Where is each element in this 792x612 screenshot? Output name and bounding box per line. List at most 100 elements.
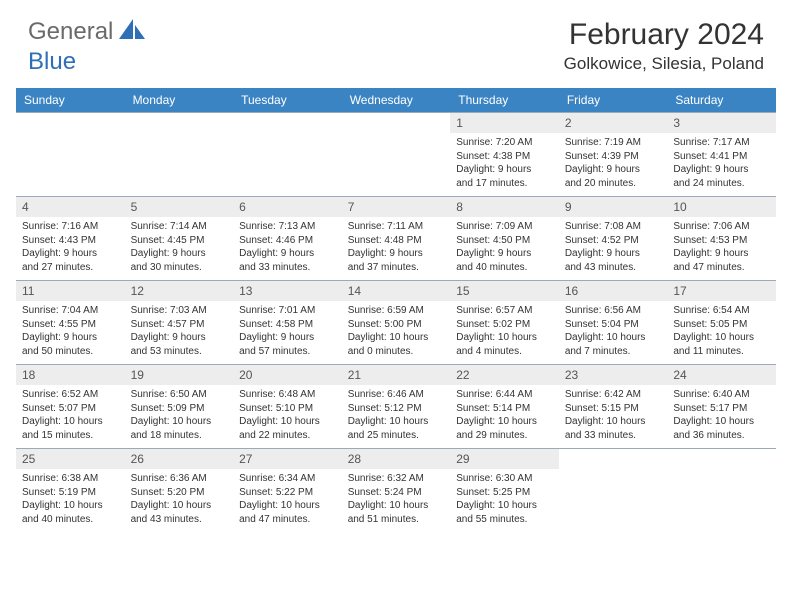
- day-header: Sunday: [16, 88, 125, 113]
- day-cell: 17Sunrise: 6:54 AMSunset: 5:05 PMDayligh…: [667, 281, 776, 365]
- day-cell: 6Sunrise: 7:13 AMSunset: 4:46 PMDaylight…: [233, 197, 342, 281]
- day-cell: 2Sunrise: 7:19 AMSunset: 4:39 PMDaylight…: [559, 113, 668, 197]
- day-details: Sunrise: 6:59 AMSunset: 5:00 PMDaylight:…: [342, 301, 451, 360]
- day-cell: .: [667, 449, 776, 533]
- day-details: Sunrise: 6:46 AMSunset: 5:12 PMDaylight:…: [342, 385, 451, 444]
- day-number: 27: [233, 449, 342, 469]
- day-cell: 9Sunrise: 7:08 AMSunset: 4:52 PMDaylight…: [559, 197, 668, 281]
- day-number: 7: [342, 197, 451, 217]
- day-number: 19: [125, 365, 234, 385]
- week-row: 18Sunrise: 6:52 AMSunset: 5:07 PMDayligh…: [16, 365, 776, 449]
- day-number: 11: [16, 281, 125, 301]
- day-cell: .: [559, 449, 668, 533]
- day-details: Sunrise: 7:08 AMSunset: 4:52 PMDaylight:…: [559, 217, 668, 276]
- day-cell: .: [233, 113, 342, 197]
- logo-sail-icon: [119, 19, 145, 46]
- day-details: Sunrise: 7:13 AMSunset: 4:46 PMDaylight:…: [233, 217, 342, 276]
- header: General February 2024 Golkowice, Silesia…: [0, 0, 792, 82]
- month-title: February 2024: [564, 18, 764, 52]
- day-number: 28: [342, 449, 451, 469]
- logo: General: [28, 18, 147, 46]
- day-details: Sunrise: 7:01 AMSunset: 4:58 PMDaylight:…: [233, 301, 342, 360]
- day-header: Tuesday: [233, 88, 342, 113]
- day-cell: 10Sunrise: 7:06 AMSunset: 4:53 PMDayligh…: [667, 197, 776, 281]
- calendar-body: . . . . 1Sunrise: 7:20 AMSunset: 4:38 PM…: [16, 113, 776, 533]
- day-cell: 8Sunrise: 7:09 AMSunset: 4:50 PMDaylight…: [450, 197, 559, 281]
- week-row: 25Sunrise: 6:38 AMSunset: 5:19 PMDayligh…: [16, 449, 776, 533]
- day-details: Sunrise: 7:09 AMSunset: 4:50 PMDaylight:…: [450, 217, 559, 276]
- location: Golkowice, Silesia, Poland: [564, 54, 764, 74]
- day-number: 2: [559, 113, 668, 133]
- day-number: 18: [16, 365, 125, 385]
- day-details: Sunrise: 6:34 AMSunset: 5:22 PMDaylight:…: [233, 469, 342, 528]
- day-cell: 14Sunrise: 6:59 AMSunset: 5:00 PMDayligh…: [342, 281, 451, 365]
- day-cell: 3Sunrise: 7:17 AMSunset: 4:41 PMDaylight…: [667, 113, 776, 197]
- day-number: 21: [342, 365, 451, 385]
- day-cell: 19Sunrise: 6:50 AMSunset: 5:09 PMDayligh…: [125, 365, 234, 449]
- day-details: Sunrise: 7:20 AMSunset: 4:38 PMDaylight:…: [450, 133, 559, 192]
- day-number: 23: [559, 365, 668, 385]
- day-details: Sunrise: 7:16 AMSunset: 4:43 PMDaylight:…: [16, 217, 125, 276]
- day-details: Sunrise: 6:54 AMSunset: 5:05 PMDaylight:…: [667, 301, 776, 360]
- day-cell: 16Sunrise: 6:56 AMSunset: 5:04 PMDayligh…: [559, 281, 668, 365]
- day-cell: 20Sunrise: 6:48 AMSunset: 5:10 PMDayligh…: [233, 365, 342, 449]
- day-cell: .: [16, 113, 125, 197]
- day-number: 29: [450, 449, 559, 469]
- day-cell: 28Sunrise: 6:32 AMSunset: 5:24 PMDayligh…: [342, 449, 451, 533]
- day-number: 9: [559, 197, 668, 217]
- day-header: Thursday: [450, 88, 559, 113]
- week-row: 11Sunrise: 7:04 AMSunset: 4:55 PMDayligh…: [16, 281, 776, 365]
- day-details: Sunrise: 6:38 AMSunset: 5:19 PMDaylight:…: [16, 469, 125, 528]
- day-number: 5: [125, 197, 234, 217]
- day-details: Sunrise: 7:19 AMSunset: 4:39 PMDaylight:…: [559, 133, 668, 192]
- day-cell: 26Sunrise: 6:36 AMSunset: 5:20 PMDayligh…: [125, 449, 234, 533]
- day-details: Sunrise: 7:03 AMSunset: 4:57 PMDaylight:…: [125, 301, 234, 360]
- day-details: Sunrise: 7:06 AMSunset: 4:53 PMDaylight:…: [667, 217, 776, 276]
- day-cell: 7Sunrise: 7:11 AMSunset: 4:48 PMDaylight…: [342, 197, 451, 281]
- day-details: Sunrise: 6:40 AMSunset: 5:17 PMDaylight:…: [667, 385, 776, 444]
- day-details: Sunrise: 7:04 AMSunset: 4:55 PMDaylight:…: [16, 301, 125, 360]
- day-cell: .: [342, 113, 451, 197]
- day-number: 20: [233, 365, 342, 385]
- day-details: Sunrise: 6:36 AMSunset: 5:20 PMDaylight:…: [125, 469, 234, 528]
- day-number: 22: [450, 365, 559, 385]
- day-header: Saturday: [667, 88, 776, 113]
- day-header-row: Sunday Monday Tuesday Wednesday Thursday…: [16, 88, 776, 113]
- day-details: Sunrise: 6:30 AMSunset: 5:25 PMDaylight:…: [450, 469, 559, 528]
- day-number: 24: [667, 365, 776, 385]
- day-number: 8: [450, 197, 559, 217]
- day-cell: 22Sunrise: 6:44 AMSunset: 5:14 PMDayligh…: [450, 365, 559, 449]
- day-number: 26: [125, 449, 234, 469]
- day-cell: 27Sunrise: 6:34 AMSunset: 5:22 PMDayligh…: [233, 449, 342, 533]
- day-number: 3: [667, 113, 776, 133]
- day-details: Sunrise: 6:42 AMSunset: 5:15 PMDaylight:…: [559, 385, 668, 444]
- day-number: 15: [450, 281, 559, 301]
- day-number: 25: [16, 449, 125, 469]
- day-cell: 18Sunrise: 6:52 AMSunset: 5:07 PMDayligh…: [16, 365, 125, 449]
- day-details: Sunrise: 6:44 AMSunset: 5:14 PMDaylight:…: [450, 385, 559, 444]
- day-cell: 5Sunrise: 7:14 AMSunset: 4:45 PMDaylight…: [125, 197, 234, 281]
- day-details: Sunrise: 6:48 AMSunset: 5:10 PMDaylight:…: [233, 385, 342, 444]
- day-number: 6: [233, 197, 342, 217]
- week-row: . . . . 1Sunrise: 7:20 AMSunset: 4:38 PM…: [16, 113, 776, 197]
- day-number: 14: [342, 281, 451, 301]
- logo-text-general: General: [28, 18, 113, 46]
- day-number: 13: [233, 281, 342, 301]
- day-details: Sunrise: 6:32 AMSunset: 5:24 PMDaylight:…: [342, 469, 451, 528]
- day-number: 10: [667, 197, 776, 217]
- day-details: Sunrise: 6:52 AMSunset: 5:07 PMDaylight:…: [16, 385, 125, 444]
- day-cell: 23Sunrise: 6:42 AMSunset: 5:15 PMDayligh…: [559, 365, 668, 449]
- calendar-table: Sunday Monday Tuesday Wednesday Thursday…: [16, 88, 776, 533]
- day-cell: 25Sunrise: 6:38 AMSunset: 5:19 PMDayligh…: [16, 449, 125, 533]
- day-cell: 15Sunrise: 6:57 AMSunset: 5:02 PMDayligh…: [450, 281, 559, 365]
- day-details: Sunrise: 6:57 AMSunset: 5:02 PMDaylight:…: [450, 301, 559, 360]
- day-header: Wednesday: [342, 88, 451, 113]
- day-details: Sunrise: 7:14 AMSunset: 4:45 PMDaylight:…: [125, 217, 234, 276]
- week-row: 4Sunrise: 7:16 AMSunset: 4:43 PMDaylight…: [16, 197, 776, 281]
- day-header: Friday: [559, 88, 668, 113]
- day-number: 17: [667, 281, 776, 301]
- day-details: Sunrise: 6:56 AMSunset: 5:04 PMDaylight:…: [559, 301, 668, 360]
- day-number: 16: [559, 281, 668, 301]
- day-cell: 21Sunrise: 6:46 AMSunset: 5:12 PMDayligh…: [342, 365, 451, 449]
- day-cell: 29Sunrise: 6:30 AMSunset: 5:25 PMDayligh…: [450, 449, 559, 533]
